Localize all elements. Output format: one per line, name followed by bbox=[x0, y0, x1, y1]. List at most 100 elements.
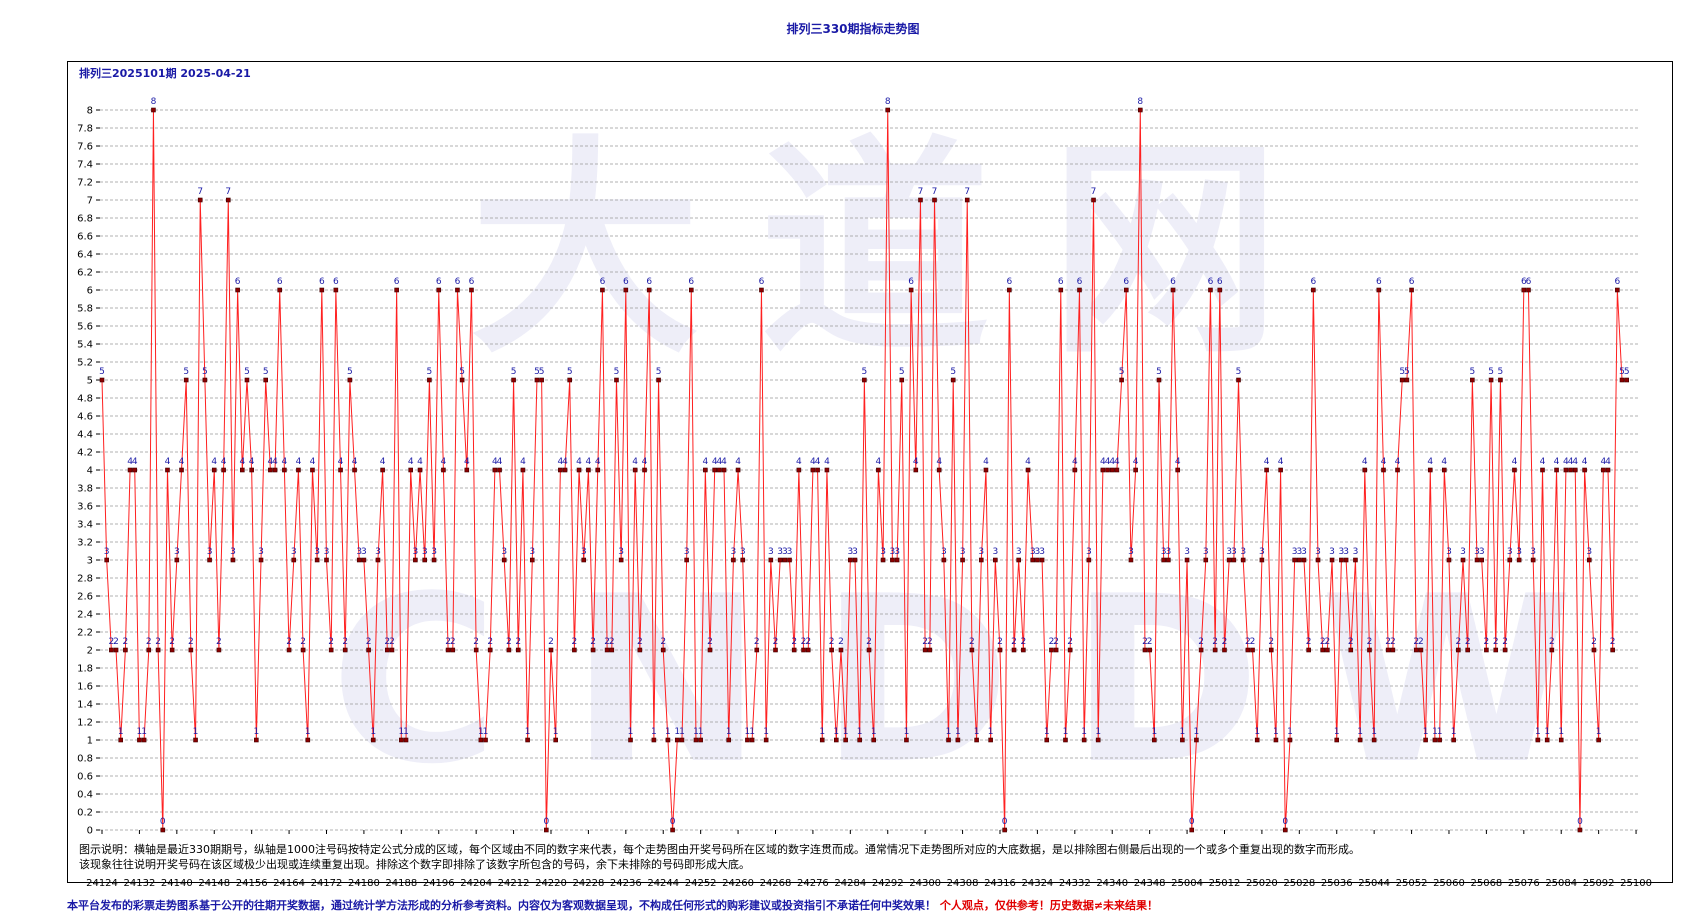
data-label-274: 4 bbox=[1381, 457, 1387, 467]
data-label-82: 1 bbox=[483, 727, 489, 737]
data-label-90: 4 bbox=[520, 457, 526, 467]
data-point-190 bbox=[988, 737, 993, 743]
data-point-151 bbox=[805, 647, 811, 653]
data-label-229: 6 bbox=[1170, 277, 1176, 287]
data-label-275: 2 bbox=[1385, 637, 1391, 647]
data-label-181: 1 bbox=[946, 727, 952, 737]
data-label-42: 4 bbox=[296, 457, 302, 467]
y-tick-label-30: 6 bbox=[87, 286, 93, 297]
data-label-28: 3 bbox=[230, 547, 236, 557]
data-point-224 bbox=[1147, 647, 1152, 653]
x-tick-label-27: 24340 bbox=[1096, 878, 1128, 889]
data-label-67: 3 bbox=[412, 547, 418, 557]
data-point-222 bbox=[1137, 107, 1143, 113]
data-label-58: 1 bbox=[370, 727, 376, 737]
data-label-170: 3 bbox=[894, 547, 900, 557]
data-point-59 bbox=[375, 557, 381, 563]
data-point-50 bbox=[333, 287, 339, 293]
data-point-57 bbox=[366, 647, 371, 653]
data-label-270: 4 bbox=[1362, 457, 1368, 467]
data-label-307: 1 bbox=[1535, 727, 1541, 737]
y-tick-label-25: 5 bbox=[87, 376, 93, 387]
data-point-276 bbox=[1390, 647, 1396, 653]
y-tick-label-40: 8 bbox=[87, 106, 93, 117]
x-tick-label-8: 24188 bbox=[385, 878, 417, 889]
data-point-274 bbox=[1381, 467, 1386, 473]
data-label-255: 3 bbox=[1292, 547, 1298, 557]
data-label-147: 3 bbox=[787, 547, 793, 557]
data-label-2: 2 bbox=[108, 637, 114, 647]
data-point-239 bbox=[1217, 287, 1223, 293]
data-point-91 bbox=[525, 737, 530, 743]
data-label-41: 3 bbox=[291, 547, 297, 557]
data-point-65 bbox=[403, 737, 409, 743]
data-label-297: 5 bbox=[1488, 367, 1494, 377]
x-tick-label-4: 24156 bbox=[236, 878, 268, 889]
data-point-210 bbox=[1081, 737, 1087, 743]
data-label-182: 5 bbox=[950, 367, 956, 377]
data-label-127: 1 bbox=[693, 727, 699, 737]
data-point-286 bbox=[1437, 737, 1442, 743]
x-tick-label-35: 25052 bbox=[1396, 878, 1428, 889]
data-label-29: 6 bbox=[235, 277, 241, 287]
data-point-124 bbox=[679, 737, 685, 743]
data-label-33: 1 bbox=[253, 727, 259, 737]
data-label-259: 6 bbox=[1310, 277, 1316, 287]
data-point-67 bbox=[413, 557, 418, 563]
x-tick-label-19: 24276 bbox=[797, 878, 829, 889]
x-tick-label-16: 24252 bbox=[685, 878, 717, 889]
data-point-45 bbox=[310, 467, 315, 473]
data-label-324: 6 bbox=[1614, 277, 1620, 287]
data-point-160 bbox=[848, 557, 853, 563]
data-label-142: 1 bbox=[763, 727, 769, 737]
data-label-215: 4 bbox=[1105, 457, 1111, 467]
data-point-321 bbox=[1601, 467, 1606, 473]
data-point-246 bbox=[1250, 647, 1255, 653]
data-label-116: 4 bbox=[642, 457, 648, 467]
data-label-217: 4 bbox=[1114, 457, 1120, 467]
y-tick-label-23: 4.6 bbox=[77, 412, 93, 423]
data-point-234 bbox=[1194, 737, 1199, 743]
data-point-105 bbox=[590, 647, 596, 653]
data-label-148: 2 bbox=[791, 637, 797, 647]
data-point-228 bbox=[1166, 557, 1171, 563]
x-tick-label-21: 24292 bbox=[872, 878, 904, 889]
data-point-145 bbox=[777, 557, 783, 563]
data-point-135 bbox=[731, 557, 736, 563]
data-label-173: 6 bbox=[908, 277, 914, 287]
data-label-163: 5 bbox=[861, 367, 867, 377]
data-point-119 bbox=[656, 377, 661, 383]
data-point-51 bbox=[338, 467, 343, 473]
data-label-94: 5 bbox=[539, 367, 545, 377]
y-tick-label-28: 5.6 bbox=[77, 322, 93, 333]
y-tick-label-31: 6.2 bbox=[77, 268, 93, 279]
data-label-191: 3 bbox=[992, 547, 998, 557]
data-point-97 bbox=[553, 737, 558, 743]
data-point-163 bbox=[862, 377, 867, 383]
data-point-195 bbox=[1011, 647, 1017, 653]
data-point-250 bbox=[1268, 647, 1274, 653]
data-point-1 bbox=[104, 557, 109, 563]
data-point-80 bbox=[473, 647, 479, 653]
data-point-193 bbox=[1002, 827, 1007, 833]
data-point-177 bbox=[927, 647, 933, 653]
data-point-22 bbox=[202, 377, 208, 383]
data-label-63: 6 bbox=[394, 277, 400, 287]
data-label-204: 2 bbox=[1053, 637, 1059, 647]
data-point-14 bbox=[165, 467, 170, 473]
data-label-162: 1 bbox=[857, 727, 863, 737]
x-tick-label-41: 25100 bbox=[1620, 878, 1652, 889]
data-label-136: 4 bbox=[735, 457, 741, 467]
data-point-103 bbox=[581, 557, 587, 563]
data-label-45: 4 bbox=[310, 457, 316, 467]
data-point-142 bbox=[763, 737, 769, 743]
y-tick-label-14: 2.8 bbox=[77, 574, 93, 585]
data-point-138 bbox=[745, 737, 750, 743]
data-point-18 bbox=[183, 377, 189, 383]
data-point-95 bbox=[544, 827, 549, 833]
data-point-171 bbox=[899, 377, 905, 383]
data-point-88 bbox=[511, 377, 516, 383]
x-tick-label-5: 24164 bbox=[273, 878, 305, 889]
data-label-12: 2 bbox=[155, 637, 161, 647]
data-label-304: 6 bbox=[1521, 277, 1527, 287]
